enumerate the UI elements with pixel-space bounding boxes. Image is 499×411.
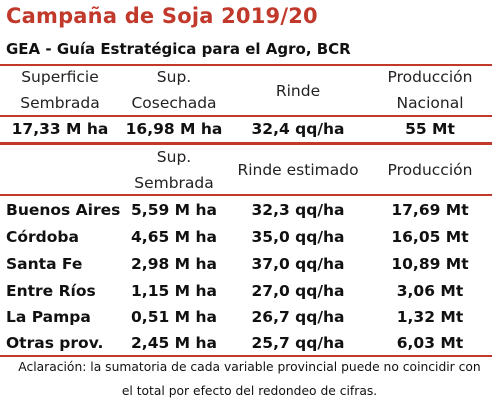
national-header-rule (0, 115, 492, 117)
footnote-line-1: Aclaración: la sumatoria de cada variabl… (18, 360, 481, 374)
province-sembrada: 1,15 M ha (131, 282, 217, 300)
province-sembrada: 0,51 M ha (131, 308, 217, 326)
province-sembrada: 2,45 M ha (131, 334, 217, 352)
header-produccion-nacional-l2: Nacional (396, 94, 464, 112)
header-rinde-estimado: Rinde estimado (237, 161, 359, 179)
national-cosechada-value: 16,98 M ha (125, 120, 223, 138)
header-superficie-sembrada-l2: Sembrada (20, 94, 100, 112)
header-produccion: Producción (387, 161, 473, 179)
province-rinde: 37,0 qq/ha (251, 255, 345, 273)
province-sembrada: 2,98 M ha (131, 255, 217, 273)
page-title: Campaña de Soja 2019/20 (6, 4, 318, 28)
top-rule (0, 64, 492, 66)
province-name: Santa Fe (6, 255, 83, 273)
province-produccion: 10,89 Mt (391, 255, 469, 273)
province-produccion: 6,03 Mt (396, 334, 464, 352)
province-produccion: 3,06 Mt (396, 282, 464, 300)
header-rinde: Rinde (275, 82, 321, 100)
province-produccion: 17,69 Mt (391, 201, 469, 219)
header-produccion-nacional-l1: Producción (387, 68, 473, 86)
national-sembrada-value: 17,33 M ha (11, 120, 109, 138)
province-rinde: 35,0 qq/ha (251, 228, 345, 246)
province-produccion: 16,05 Mt (391, 228, 469, 246)
province-name: Otras prov. (6, 334, 104, 352)
header-prov-sup-sembrada-l1: Sup. (156, 148, 192, 166)
header-prov-sup-sembrada-l2: Sembrada (134, 174, 214, 192)
province-name: Córdoba (6, 228, 79, 246)
header-superficie-sembrada-l1: Superficie (21, 68, 99, 86)
footnote-line-2: el total por efecto del redondeo de cifr… (121, 384, 378, 398)
province-rinde: 32,3 qq/ha (251, 201, 345, 219)
bottom-rule (0, 355, 492, 357)
province-sembrada: 5,59 M ha (131, 201, 217, 219)
province-sembrada: 4,65 M ha (131, 228, 217, 246)
province-produccion: 1,32 Mt (396, 308, 464, 326)
national-values-rule (0, 142, 492, 145)
provincial-header-rule (0, 194, 492, 196)
province-rinde: 26,7 qq/ha (251, 308, 345, 326)
province-rinde: 27,0 qq/ha (251, 282, 345, 300)
national-rinde-value: 32,4 qq/ha (251, 120, 345, 138)
header-sup-cosechada-l1: Sup. (156, 68, 192, 86)
header-sup-cosechada-l2: Cosechada (131, 94, 217, 112)
national-produccion-value: 55 Mt (405, 120, 455, 138)
province-name: Entre Ríos (6, 282, 96, 300)
province-name: Buenos Aires (6, 201, 121, 219)
province-rinde: 25,7 qq/ha (251, 334, 345, 352)
page-subtitle: GEA - Guía Estratégica para el Agro, BCR (6, 40, 351, 58)
province-name: La Pampa (6, 308, 91, 326)
